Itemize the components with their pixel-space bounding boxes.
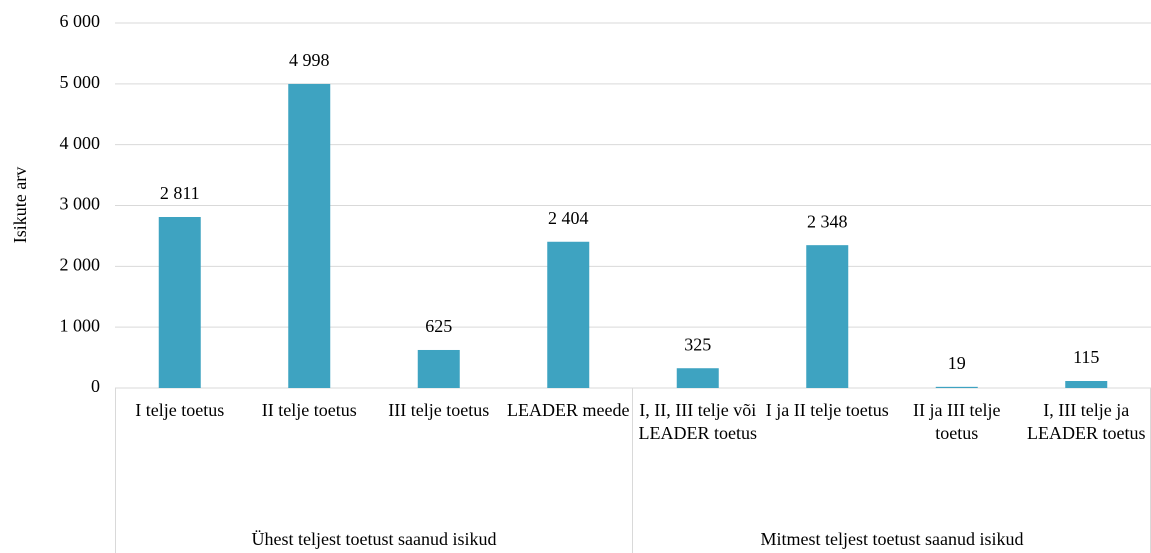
bar bbox=[158, 216, 201, 388]
x-tick-label: I, III telje ja LEADER toetus bbox=[1027, 400, 1146, 443]
x-tick-label: LEADER meede bbox=[507, 400, 630, 420]
bar bbox=[288, 83, 331, 388]
y-axis-title: Isikute arv bbox=[10, 167, 30, 243]
value-label: 2 811 bbox=[160, 183, 200, 203]
bar bbox=[1065, 381, 1108, 388]
value-label: 325 bbox=[684, 334, 711, 354]
group-label: Ühest teljest toetust saanud isikud bbox=[252, 529, 497, 549]
x-tick-label: II ja III telje toetus bbox=[913, 400, 1001, 443]
y-tick-label: 1 000 bbox=[60, 315, 101, 335]
bar bbox=[935, 386, 978, 388]
y-tick-label: 6 000 bbox=[60, 11, 101, 31]
value-label: 19 bbox=[948, 353, 966, 373]
group-label: Mitmest teljest toetust saanud isikud bbox=[761, 529, 1024, 549]
x-tick-label: II telje toetus bbox=[261, 400, 357, 420]
value-label: 625 bbox=[425, 316, 452, 336]
y-tick-label: 4 000 bbox=[60, 133, 101, 153]
x-tick-label: I ja II telje toetus bbox=[765, 400, 889, 420]
x-tick-label: III telje toetus bbox=[388, 400, 490, 420]
x-tick-label: I, II, III telje või LEADER toetus bbox=[638, 400, 758, 443]
y-tick-label: 5 000 bbox=[60, 72, 101, 92]
bar bbox=[676, 368, 719, 388]
y-tick-label: 3 000 bbox=[60, 194, 101, 214]
value-label: 2 404 bbox=[548, 208, 589, 228]
y-tick-label: 2 000 bbox=[60, 254, 101, 274]
y-tick-label: 0 bbox=[91, 376, 100, 396]
bar bbox=[806, 245, 849, 388]
value-label: 115 bbox=[1073, 347, 1099, 367]
bar bbox=[417, 349, 460, 388]
x-tick-label: I telje toetus bbox=[135, 400, 225, 420]
value-label: 4 998 bbox=[289, 50, 330, 70]
value-label: 2 348 bbox=[807, 211, 848, 231]
bar bbox=[547, 241, 590, 388]
